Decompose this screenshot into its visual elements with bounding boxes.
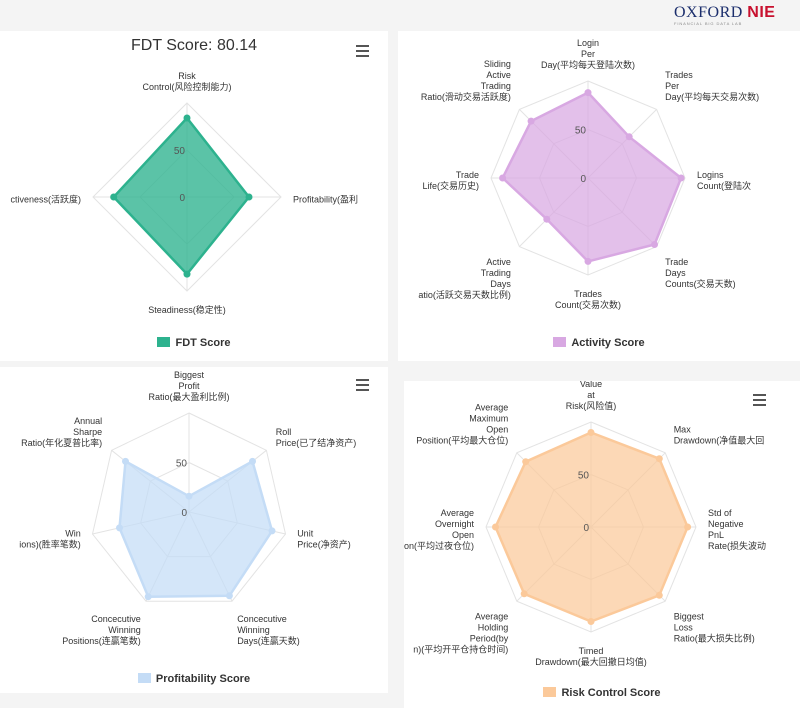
- data-point-active-trading-days-atio[interactable]: [543, 215, 551, 223]
- data-point-sliding-active-trading-ratio[interactable]: [527, 117, 535, 125]
- axis-label-average-overnight-open-position: AverageOvernightOpenPosition(平均过夜仓位): [404, 508, 474, 551]
- risk-control-score-chart-panel: 0 50 Value at Risk(风险值) Max Drawdown(净值最大回 Std …: [404, 381, 800, 708]
- axis-label-roll-price: Roll Price(已了结净资产): [276, 427, 357, 448]
- data-point-profitability[interactable]: [245, 193, 253, 201]
- data-point-biggest-profit-ratio[interactable]: [185, 492, 193, 500]
- radial-tick-label: 50: [174, 146, 186, 157]
- axis-label-sliding-active-trading-ratio: Sliding Active Trading Ratio(滑动交易活跃度): [421, 59, 511, 102]
- data-point-trade-life[interactable]: [499, 174, 507, 182]
- activity-score-chart-panel: 0 50 Login Per Day(平均每天登陆次数) Trades Per Day(平均每…: [398, 31, 800, 361]
- chart-title: FDT Score: 80.14: [131, 37, 257, 54]
- axis-label-average-maximum-open-position: Average Maximum Open Position(平均最大仓位): [416, 402, 508, 445]
- legend-item-activity-score[interactable]: Activity Score: [398, 337, 800, 349]
- radar-gridline: [91, 412, 287, 602]
- fdt-score-chart-panel: 0 50 Risk Control(风险控制能力) Profitability(盈利 St…: [0, 31, 388, 361]
- fdt-score-radar-chart: 0 50 Risk Control(风险控制能力) Profitability(盈利 St…: [10, 71, 358, 315]
- data-point-timed-drawdown[interactable]: [587, 618, 595, 625]
- axis-label-logins-count: Logins Count(登陆次: [697, 170, 751, 191]
- chart-menu-button[interactable]: [350, 41, 374, 61]
- radial-tick-label: 50: [176, 459, 188, 470]
- axis-label-login-per-day: Login Per Day(平均每天登陆次数): [541, 38, 635, 70]
- data-point-login-per-day[interactable]: [584, 89, 592, 97]
- data-point-unit-price[interactable]: [268, 527, 276, 535]
- oxford-nie-logo: OXFORD NIE FINANCIAL BIG DATA LAB: [674, 5, 796, 31]
- axis-label-risk-control: Risk Control(风险控制能力): [142, 71, 231, 92]
- legend-label: Profitability Score: [155, 673, 251, 685]
- axis-label-active-trading-days-atio: Active Trading Days atio(活跃交易天数比例): [418, 257, 511, 300]
- data-point-max-drawdown[interactable]: [655, 455, 663, 463]
- legend-item-risk-control-score[interactable]: Risk Control Score: [404, 687, 800, 699]
- radial-tick-label: 50: [578, 471, 590, 482]
- data-point-trades-count[interactable]: [584, 257, 592, 265]
- axis-label-unit-price: Unit Price(净资产): [297, 529, 351, 550]
- data-point-average-maximum-open-position[interactable]: [522, 458, 530, 466]
- logo-subtitle: FINANCIAL BIG DATA LAB: [674, 21, 743, 26]
- axis-label-trades-count: Trades Count(交易次数): [555, 289, 621, 310]
- axis-label-std-of-negative-pnl-rate: Std of Negative PnL Rate(损失波动: [708, 508, 766, 551]
- radial-tick-label: 50: [575, 126, 587, 137]
- data-point-annual-sharpe-ratio[interactable]: [122, 457, 129, 465]
- legend-item-profitability-score[interactable]: Profitability Score: [0, 673, 388, 685]
- data-point-average-overnight-open-position[interactable]: [492, 523, 499, 531]
- data-point-ctiveness[interactable]: [110, 193, 118, 201]
- axis-label-max-drawdown: Max Drawdown(净值最大回: [674, 424, 765, 445]
- axis-label-concecutive-winning-positions: Concecutive Winning Positions(连赢笔数): [62, 614, 141, 646]
- data-point-concecutive-winning-positions[interactable]: [144, 593, 152, 601]
- axis-label-profitability: Profitability(盈利: [293, 194, 358, 205]
- chart-menu-button[interactable]: [350, 375, 374, 395]
- data-point-concecutive-winning-days[interactable]: [225, 592, 233, 600]
- axis-label-steadiness: Steadiness(稳定性): [148, 304, 226, 315]
- logo-oxford-text: OXFORD: [674, 4, 743, 21]
- radial-tick-label: 0: [580, 174, 586, 185]
- series-area-profitability-score[interactable]: [118, 460, 274, 598]
- legend-swatch: [157, 337, 171, 347]
- axis-label-biggest-loss-ratio: Biggest Loss Ratio(最大损失比例): [674, 612, 755, 644]
- data-point-biggest-loss-ratio[interactable]: [655, 591, 663, 599]
- legend-swatch: [137, 673, 151, 683]
- axis-label-win-ions: Win ions)(胜率笔数): [19, 529, 81, 550]
- axis-label-trades-per-day: Trades Per Day(平均每天交易次数): [665, 70, 759, 102]
- data-point-std-of-negative-pnl-rate[interactable]: [684, 523, 692, 531]
- axis-label-trade-days-counts: Trade Days Counts(交易天数): [665, 257, 736, 289]
- axis-label-biggest-profit-ratio: Biggest Profit Ratio(最大盈利比例): [148, 370, 229, 402]
- profitability-score-radar-chart: 0 50 Biggest Profit Ratio(最大盈利比例) Roll Price(已…: [19, 370, 357, 646]
- axis-label-value-at-risk: Value at Risk(风险值): [566, 381, 617, 411]
- legend-swatch: [553, 337, 567, 347]
- legend-swatch: [543, 687, 557, 697]
- risk-control-score-radar-chart: 0 50 Value at Risk(风险值) Max Drawdown(净值最大回 Std …: [404, 381, 766, 667]
- radial-tick-label: 0: [179, 193, 185, 204]
- axis-label-trade-life: Trade Life(交易历史): [422, 170, 479, 191]
- radial-tick-label: 0: [181, 508, 187, 519]
- data-point-average-holding-period[interactable]: [520, 590, 528, 598]
- data-point-trade-days-counts[interactable]: [651, 241, 658, 248]
- data-point-trades-per-day[interactable]: [625, 133, 633, 141]
- data-point-risk-control[interactable]: [183, 114, 191, 122]
- legend-label: Activity Score: [571, 337, 645, 349]
- data-point-logins-count[interactable]: [677, 174, 685, 182]
- legend-label: FDT Score: [175, 337, 231, 349]
- axis-label-average-holding-period: Average Holding Period(by n)(平均开平仓持仓时间): [413, 612, 508, 655]
- axis-label-annual-sharpe-ratio: Annual Sharpe Ratio(年化夏普比率): [21, 416, 102, 448]
- legend-label: Risk Control Score: [561, 687, 661, 699]
- data-point-roll-price[interactable]: [249, 457, 256, 465]
- data-point-value-at-risk[interactable]: [587, 429, 595, 436]
- legend-item-fdt-score[interactable]: FDT Score: [0, 337, 388, 349]
- axis-label-timed-drawdown: Timed Drawdown(最大回撤日均值): [535, 646, 647, 667]
- data-point-steadiness[interactable]: [183, 270, 191, 278]
- radial-tick-label: 0: [583, 523, 589, 534]
- profitability-score-chart-panel: 0 50 Biggest Profit Ratio(最大盈利比例) Roll Price(已…: [0, 367, 388, 693]
- axis-label-ctiveness: ctiveness(活跃度): [10, 194, 81, 205]
- activity-score-radar-chart: 0 50 Login Per Day(平均每天登陆次数) Trades Per Day(平均每…: [418, 38, 759, 310]
- chart-menu-button[interactable]: [747, 390, 771, 410]
- axis-label-concecutive-winning-days: Concecutive Winning Days(连赢天数): [237, 614, 300, 646]
- logo-nie-text: NIE: [747, 4, 776, 21]
- data-point-win-ions[interactable]: [116, 524, 123, 532]
